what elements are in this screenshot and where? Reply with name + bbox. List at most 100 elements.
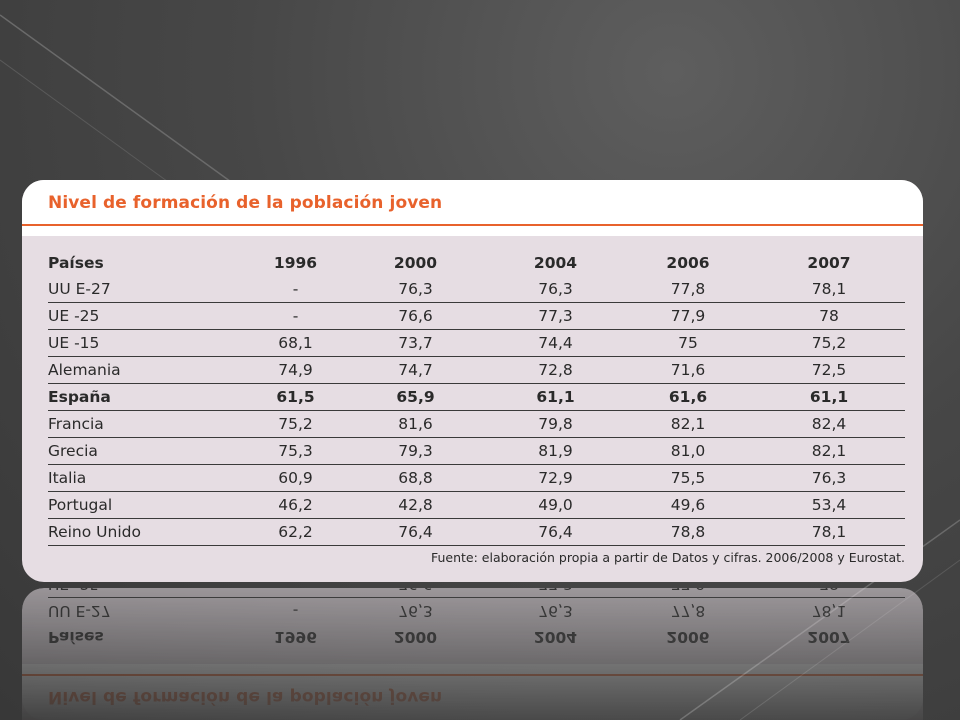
cell-2007: 61,1 (753, 383, 905, 411)
cell-2000: 76,4 (343, 518, 488, 546)
row-country: Reino Unido (48, 518, 248, 546)
table-row: Grecia 75,3 79,3 81,9 81,0 82,1 (48, 437, 905, 465)
slide-card: Nivel de formación de la población joven… (22, 180, 923, 582)
row-country: Portugal (48, 491, 248, 519)
cell-2006: 81,0 (623, 437, 753, 465)
cell-2006: 78,8 (623, 518, 753, 546)
source-note: Fuente: elaboración propia a partir de D… (430, 550, 905, 565)
reflection-table-row: UE -25 - 76,6 77,3 77,9 78 (48, 588, 905, 598)
reflection-row-country: UU E-27 (48, 597, 248, 624)
cell-2007: 75,2 (753, 329, 905, 357)
table-row: Italia 60,9 68,8 72,9 75,5 76,3 (48, 464, 905, 492)
table-row: Reino Unido 62,2 76,4 76,4 78,8 78,1 (48, 518, 905, 546)
cell-2006: 82,1 (623, 410, 753, 438)
row-country: Francia (48, 410, 248, 438)
reflection-title-underline (22, 674, 923, 676)
reflection-data-table: Países 1996 2000 2004 2006 2007 UU E-27 … (48, 588, 905, 650)
cell-2007: 78 (753, 302, 905, 330)
cell-2006: 75,5 (623, 464, 753, 492)
row-country: UE -25 (48, 302, 248, 330)
cell-2007: 82,4 (753, 410, 905, 438)
cell-2007: 76,3 (753, 464, 905, 492)
cell-2007: 82,1 (753, 437, 905, 465)
cell-2000: 74,7 (343, 356, 488, 384)
slide-reflection: Nivel de formación de la población joven… (22, 588, 923, 720)
cell-2006: 61,6 (623, 383, 753, 411)
reflection-header-cell-2004: 2004 (533, 628, 578, 646)
cell-2007: 72,5 (753, 356, 905, 384)
reflection-cell-2006: 77,9 (623, 588, 753, 598)
row-country: España (48, 383, 248, 411)
cell-2006: 71,6 (623, 356, 753, 384)
table-row: UE -25 - 76,6 77,3 77,9 78 (48, 302, 905, 330)
cell-1996: - (248, 302, 343, 330)
table-row-highlighted: España 61,5 65,9 61,1 61,6 61,1 (48, 383, 905, 411)
reflection-cell-2007: 78,1 (753, 597, 905, 624)
cell-2006: 77,9 (623, 302, 753, 330)
cell-2004: 61,1 (488, 383, 623, 411)
cell-1996: - (248, 276, 343, 303)
cell-2000: 79,3 (343, 437, 488, 465)
cell-2007: 53,4 (753, 491, 905, 519)
row-country: UU E-27 (48, 276, 248, 303)
cell-1996: 75,2 (248, 410, 343, 438)
cell-2004: 77,3 (488, 302, 623, 330)
cell-2000: 81,6 (343, 410, 488, 438)
cell-2000: 68,8 (343, 464, 488, 492)
reflection-cell-2006: 77,8 (623, 597, 753, 624)
cell-1996: 68,1 (248, 329, 343, 357)
cell-2004: 76,3 (488, 276, 623, 303)
cell-1996: 61,5 (248, 383, 343, 411)
cell-1996: 62,2 (248, 518, 343, 546)
cell-2006: 75 (623, 329, 753, 357)
reflection-header-cell-2006: 2006 (666, 628, 710, 646)
cell-2000: 76,3 (343, 276, 488, 303)
cell-2006: 77,8 (623, 276, 753, 303)
cell-2004: 74,4 (488, 329, 623, 357)
cell-2007: 78,1 (753, 518, 905, 546)
reflection-cell-2000: 76,6 (343, 588, 488, 598)
reflection-cell-2004: 76,3 (488, 597, 623, 624)
reflection-cell-1996: - (248, 588, 343, 598)
cell-2007: 78,1 (753, 276, 905, 303)
cell-2006: 49,6 (623, 491, 753, 519)
slide-card: Nivel de formación de la población joven… (22, 588, 923, 720)
table-header-row: Países 1996 2000 2004 2006 2007 (48, 250, 905, 276)
cell-2004: 81,9 (488, 437, 623, 465)
data-table: Países 1996 2000 2004 2006 2007 UU E-27 … (48, 250, 905, 546)
reflection-table-title: Nivel de formación de la población joven (48, 687, 443, 707)
card-header: Nivel de formación de la población joven (22, 180, 923, 236)
reflection-header-cell-2007: 2007 (807, 628, 851, 646)
row-country: Grecia (48, 437, 248, 465)
row-country: UE -15 (48, 329, 248, 357)
cell-2000: 65,9 (343, 383, 488, 411)
cell-2000: 73,7 (343, 329, 488, 357)
cell-1996: 74,9 (248, 356, 343, 384)
cell-1996: 60,9 (248, 464, 343, 492)
table-row: UE -15 68,1 73,7 74,4 75 75,2 (48, 329, 905, 357)
cell-2004: 76,4 (488, 518, 623, 546)
table-row: Francia 75,2 81,6 79,8 82,1 82,4 (48, 410, 905, 438)
reflection-cell-2000: 76,3 (343, 597, 488, 624)
cell-2004: 79,8 (488, 410, 623, 438)
header-cell-2004: 2004 (533, 254, 578, 272)
reflection-header-cell-1996: 1996 (273, 628, 318, 646)
row-country: Alemania (48, 356, 248, 384)
reflection-row-country: UE -25 (48, 588, 248, 598)
reflection-card-header: Nivel de formación de la población joven (22, 664, 923, 720)
reflection-table-header-row: Países 1996 2000 2004 2006 2007 (48, 624, 905, 650)
reflection-cell-2007: 78 (753, 588, 905, 598)
cell-2000: 76,6 (343, 302, 488, 330)
cell-2004: 49,0 (488, 491, 623, 519)
table-title: Nivel de formación de la población joven (48, 193, 443, 213)
header-cell-2000: 2000 (393, 254, 438, 272)
reflection-header-cell-2000: 2000 (393, 628, 438, 646)
reflection-header-cell-country: Países (48, 628, 104, 646)
cell-2004: 72,9 (488, 464, 623, 492)
header-cell-1996: 1996 (273, 254, 318, 272)
reflection-cell-2004: 77,3 (488, 588, 623, 598)
table-row: Portugal 46,2 42,8 49,0 49,6 53,4 (48, 491, 905, 519)
cell-2000: 42,8 (343, 491, 488, 519)
reflection-cell-1996: - (248, 597, 343, 624)
table-row: UU E-27 - 76,3 76,3 77,8 78,1 (48, 276, 905, 303)
